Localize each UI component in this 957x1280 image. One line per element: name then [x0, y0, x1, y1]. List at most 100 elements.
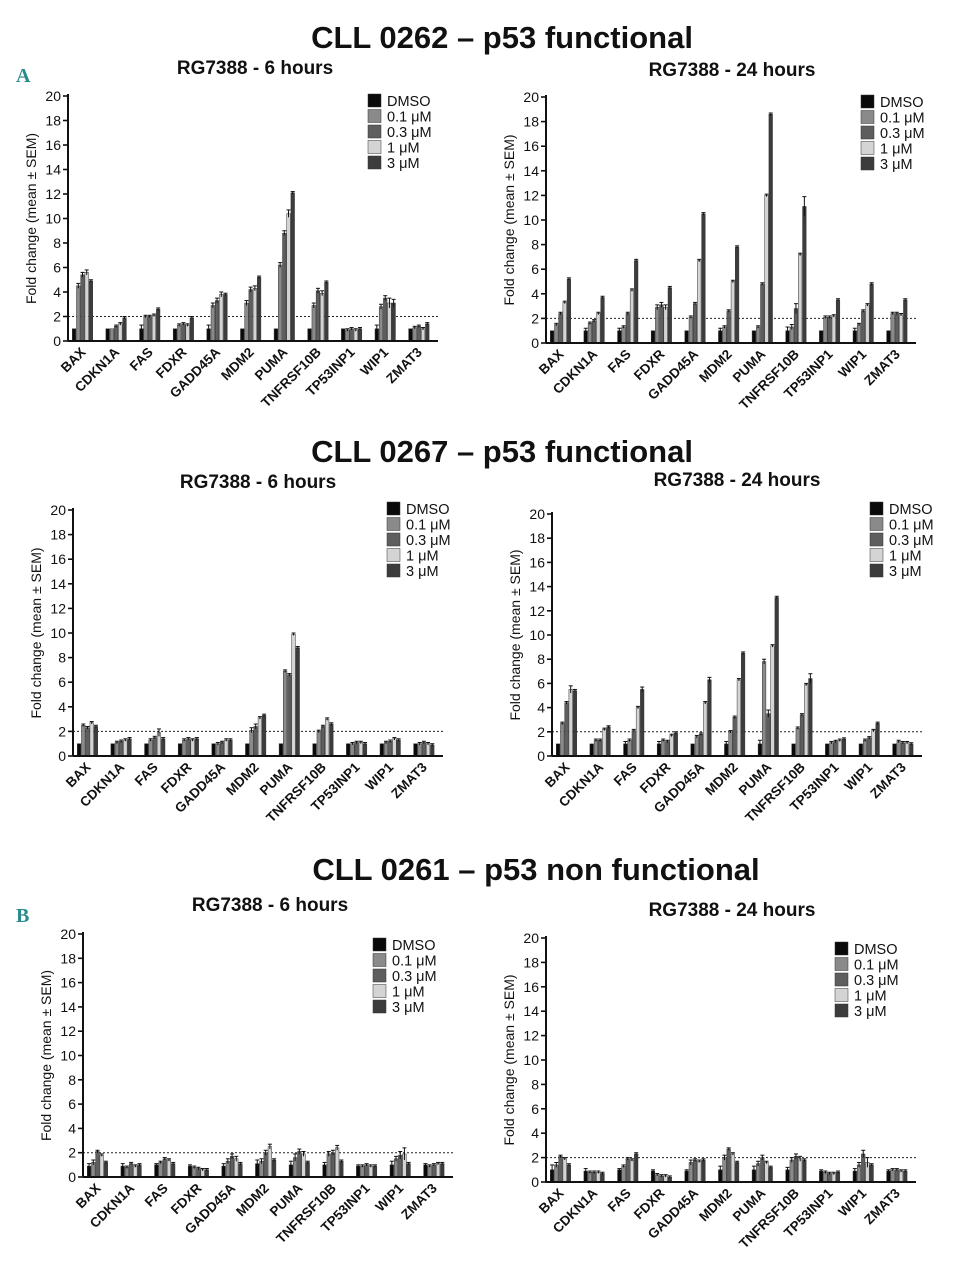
legend-label: DMSO	[854, 942, 898, 958]
bar	[249, 729, 254, 757]
bar	[736, 679, 741, 757]
bar	[181, 323, 186, 342]
bar	[635, 707, 641, 757]
y-tick-label: 20	[529, 506, 545, 522]
bar	[823, 1171, 828, 1183]
bar	[379, 743, 384, 757]
bar	[383, 297, 388, 342]
bar	[886, 330, 891, 344]
bar	[903, 1170, 908, 1183]
bar	[177, 324, 182, 342]
y-tick-label: 16	[45, 137, 61, 153]
bar	[192, 1167, 197, 1178]
bar	[762, 661, 767, 757]
legend-swatch	[372, 968, 387, 983]
bar	[110, 743, 115, 757]
bar	[156, 308, 161, 342]
chart-title: RG7388 - 6 hours	[192, 895, 348, 916]
bar	[80, 274, 85, 342]
bar	[84, 272, 89, 342]
bar	[564, 702, 569, 757]
bar	[558, 313, 563, 344]
bar	[392, 738, 397, 757]
legend-swatch	[367, 140, 382, 154]
bar	[886, 1170, 891, 1183]
bar	[234, 1158, 239, 1178]
y-tick-label: 18	[60, 950, 76, 966]
bar	[320, 726, 325, 757]
bar	[426, 743, 431, 757]
legend-label: 3 μM	[889, 564, 922, 580]
bar	[726, 310, 731, 344]
bar	[278, 264, 283, 342]
bar	[177, 743, 183, 757]
bar	[388, 740, 393, 757]
section-title-cll0261: CLL 0261 – p53 non functional	[312, 852, 759, 887]
bar	[554, 1164, 559, 1183]
bar	[684, 330, 689, 344]
bar	[326, 1153, 331, 1178]
bar	[909, 743, 914, 757]
legend-label: 3 μM	[387, 156, 420, 172]
bar	[894, 313, 899, 344]
bar	[245, 743, 250, 757]
bar	[430, 744, 435, 757]
bar	[768, 113, 773, 344]
legend-label: 0.3 μM	[406, 533, 451, 549]
chart-title: RG7388 - 24 hours	[654, 470, 821, 491]
bar	[119, 740, 124, 757]
bar	[238, 1163, 243, 1178]
y-tick-label: 4	[58, 699, 66, 715]
bar	[123, 739, 128, 757]
bar	[286, 213, 291, 342]
bar	[751, 330, 756, 344]
bar	[349, 328, 354, 342]
bar	[413, 743, 418, 757]
bar	[187, 1165, 193, 1178]
bar	[356, 1165, 361, 1178]
bar	[417, 743, 422, 757]
legend-label: DMSO	[392, 938, 436, 954]
bar	[211, 743, 216, 757]
legend-swatch	[834, 972, 849, 987]
y-tick-label: 8	[53, 235, 61, 251]
legend-swatch	[869, 501, 884, 516]
bar	[905, 742, 910, 757]
bar	[841, 738, 847, 757]
bar	[210, 305, 215, 342]
bar	[827, 316, 832, 344]
bar	[698, 733, 704, 757]
bar	[627, 740, 632, 757]
bar	[592, 1171, 597, 1183]
bar	[143, 316, 148, 342]
y-tick-label: 16	[60, 975, 76, 991]
bar	[554, 324, 559, 344]
section-title-cll0262: CLL 0262 – p53 functional	[311, 20, 693, 55]
bar	[629, 289, 635, 344]
bar	[360, 1165, 365, 1178]
bar	[593, 740, 598, 757]
bar	[378, 306, 384, 342]
y-tick-label: 2	[68, 1145, 76, 1161]
legend-swatch	[386, 548, 401, 562]
bar	[875, 723, 880, 757]
bar	[587, 1171, 592, 1183]
bar	[431, 1164, 436, 1178]
y-tick-label: 10	[529, 627, 545, 643]
bar	[147, 316, 152, 342]
legend-swatch	[869, 532, 884, 547]
bar	[182, 739, 187, 757]
bar	[669, 735, 674, 757]
y-tick-label: 18	[523, 954, 539, 970]
bar	[95, 1151, 100, 1178]
legend-swatch	[834, 957, 849, 971]
bar	[350, 743, 355, 757]
bar	[770, 645, 775, 757]
legend-swatch	[869, 548, 884, 562]
bar	[152, 737, 157, 757]
y-tick-label: 4	[68, 1120, 76, 1136]
y-tick-label: 0	[537, 748, 545, 764]
bar	[329, 723, 334, 757]
legend-swatch	[367, 109, 382, 123]
